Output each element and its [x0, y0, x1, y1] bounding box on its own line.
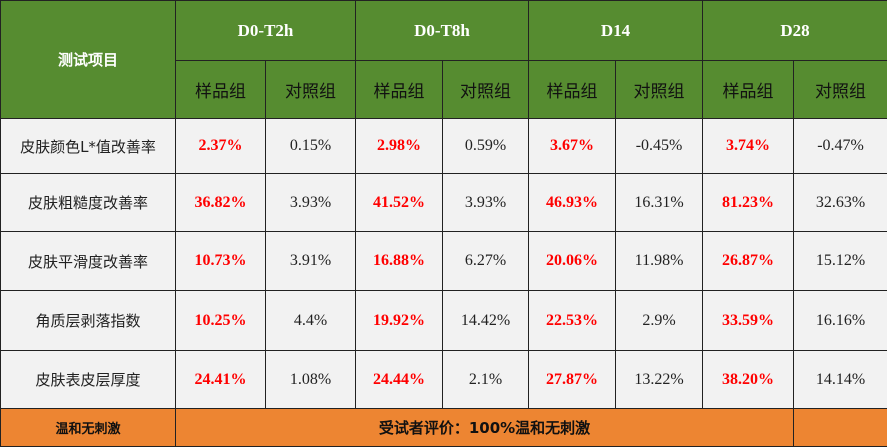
- control-value-cell: 32.63%: [794, 174, 887, 232]
- header-control-group: 对照组: [266, 61, 356, 119]
- control-value-cell: 0.15%: [266, 119, 356, 174]
- header-control-group: 对照组: [443, 61, 529, 119]
- sample-value-cell: 20.06%: [529, 232, 616, 291]
- header-control-group: 对照组: [794, 61, 887, 119]
- control-value-cell: 1.08%: [266, 351, 356, 409]
- sample-value-cell: 46.93%: [529, 174, 616, 232]
- control-value-cell: 4.4%: [266, 291, 356, 351]
- control-value-cell: 6.27%: [443, 232, 529, 291]
- header-row-periods: 测试项目 D0-T2h D0-T8h D14 D28: [1, 1, 887, 61]
- header-sample-group: 样品组: [356, 61, 443, 119]
- header-period: D0-T8h: [356, 1, 529, 61]
- sample-value-cell: 19.92%: [356, 291, 443, 351]
- sample-value-cell: 33.59%: [703, 291, 794, 351]
- sample-value-cell: 22.53%: [529, 291, 616, 351]
- header-period: D0-T2h: [176, 1, 356, 61]
- sample-value-cell: 10.73%: [176, 232, 266, 291]
- control-value-cell: 16.31%: [616, 174, 703, 232]
- header-sample-group: 样品组: [176, 61, 266, 119]
- control-value-cell: 3.91%: [266, 232, 356, 291]
- footer-evaluation: 受试者评价：100%温和无刺激: [176, 409, 794, 447]
- sample-value-cell: 24.44%: [356, 351, 443, 409]
- sample-value-cell: 38.20%: [703, 351, 794, 409]
- control-value-cell: 2.1%: [443, 351, 529, 409]
- sample-value-cell: 41.52%: [356, 174, 443, 232]
- control-value-cell: 14.14%: [794, 351, 887, 409]
- header-control-group: 对照组: [616, 61, 703, 119]
- control-value-cell: 14.42%: [443, 291, 529, 351]
- control-value-cell: 3.93%: [443, 174, 529, 232]
- sample-value-cell: 3.67%: [529, 119, 616, 174]
- control-value-cell: 15.12%: [794, 232, 887, 291]
- sample-value-cell: 2.98%: [356, 119, 443, 174]
- footer-empty-cell: [794, 409, 887, 447]
- header-sample-group: 样品组: [703, 61, 794, 119]
- sample-value-cell: 26.87%: [703, 232, 794, 291]
- control-value-cell: 2.9%: [616, 291, 703, 351]
- control-value-cell: 11.98%: [616, 232, 703, 291]
- header-sample-group: 样品组: [529, 61, 616, 119]
- header-test-item: 测试项目: [1, 1, 176, 119]
- sample-value-cell: 2.37%: [176, 119, 266, 174]
- control-value-cell: 13.22%: [616, 351, 703, 409]
- control-value-cell: 16.16%: [794, 291, 887, 351]
- header-period: D28: [703, 1, 887, 61]
- control-value-cell: 3.93%: [266, 174, 356, 232]
- sample-value-cell: 3.74%: [703, 119, 794, 174]
- sample-value-cell: 24.41%: [176, 351, 266, 409]
- sample-value-cell: 10.25%: [176, 291, 266, 351]
- row-label: 皮肤平滑度改善率: [1, 232, 176, 291]
- footer-row: 温和无刺激受试者评价：100%温和无刺激: [1, 409, 887, 447]
- control-value-cell: -0.45%: [616, 119, 703, 174]
- control-value-cell: -0.47%: [794, 119, 887, 174]
- sample-value-cell: 81.23%: [703, 174, 794, 232]
- sample-value-cell: 16.88%: [356, 232, 443, 291]
- row-label: 皮肤表皮层厚度: [1, 351, 176, 409]
- sample-value-cell: 27.87%: [529, 351, 616, 409]
- row-label: 角质层剥落指数: [1, 291, 176, 351]
- control-value-cell: 0.59%: [443, 119, 529, 174]
- sample-value-cell: 36.82%: [176, 174, 266, 232]
- footer-label: 温和无刺激: [1, 409, 176, 447]
- row-label: 皮肤粗糙度改善率: [1, 174, 176, 232]
- row-label: 皮肤颜色L*值改善率: [1, 119, 176, 174]
- header-period: D14: [529, 1, 703, 61]
